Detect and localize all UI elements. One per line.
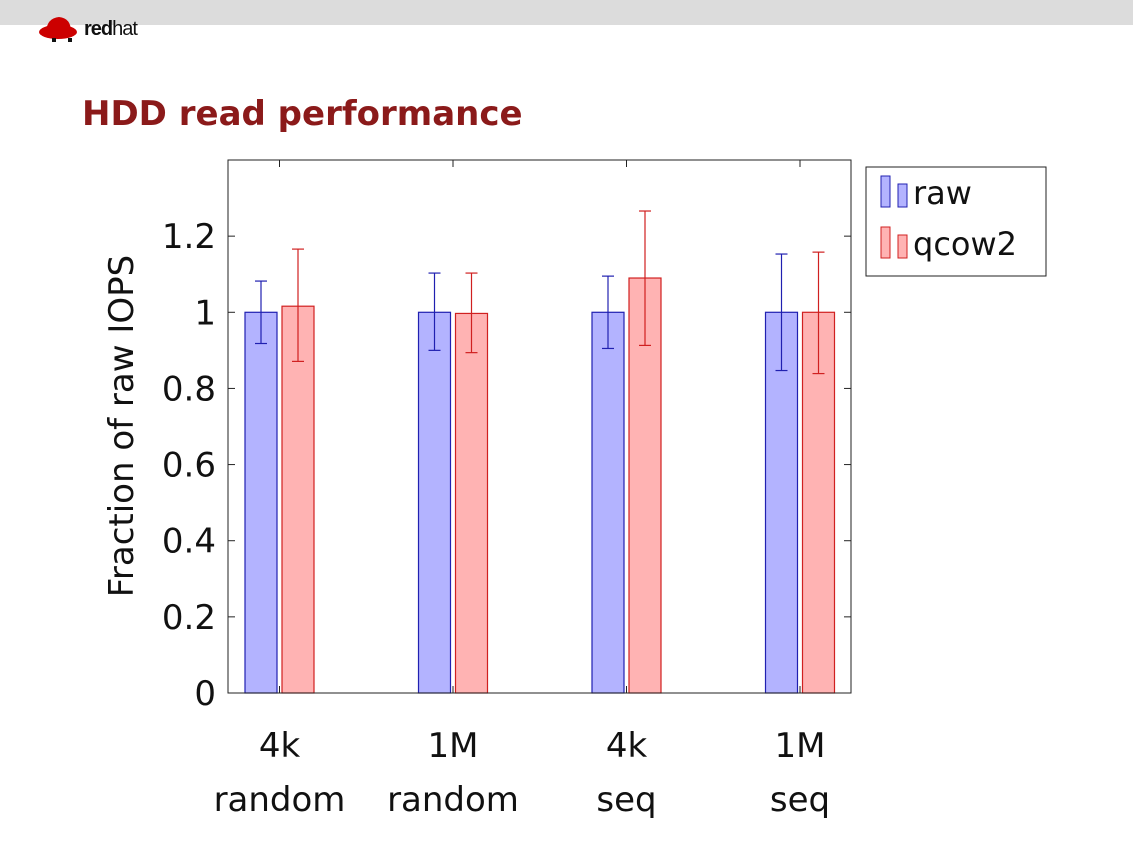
legend-label-raw: raw: [913, 174, 972, 212]
bar-qcow2: [281, 305, 315, 694]
legend-swatch-raw: [880, 175, 891, 208]
y-tick-label: 0.2: [162, 598, 216, 638]
slide-title: HDD read performance: [82, 94, 523, 134]
bar-qcow2: [801, 311, 836, 694]
bar-raw: [417, 311, 452, 694]
bar-raw: [764, 311, 799, 694]
x-tick-label: 1M: [428, 726, 479, 766]
x-tick-label: 4k: [259, 726, 301, 766]
y-tick-label: 0: [194, 674, 216, 714]
x-tick-label: 1M: [775, 726, 826, 766]
x-tick-label: random: [214, 780, 346, 820]
bar-raw: [244, 311, 278, 694]
bar-qcow2: [454, 312, 489, 694]
shadowman-hat-icon: [39, 17, 77, 42]
y-axis-label: Fraction of raw IOPS: [102, 255, 142, 597]
x-tick-label: seq: [596, 780, 656, 820]
x-tick-label: seq: [770, 780, 830, 820]
legend: raw qcow2: [865, 166, 1047, 277]
top-bar: [0, 0, 1133, 25]
y-tick-label: 0.8: [162, 369, 216, 409]
y-tick-label: 0.6: [162, 446, 216, 486]
legend-swatch-qcow2: [897, 234, 908, 259]
legend-swatch-qcow2: [880, 226, 891, 259]
y-tick-label: 1: [194, 293, 216, 333]
plot-frame: [227, 159, 852, 694]
x-tick-label: 4k: [606, 726, 648, 766]
legend-frame: [865, 166, 1047, 277]
redhat-logo: redhat: [38, 14, 138, 44]
y-tick-label: 0.4: [162, 522, 216, 562]
y-tick-label: 1.2: [162, 217, 216, 257]
x-tick-label: random: [387, 780, 519, 820]
logo-text: redhat: [84, 17, 138, 40]
legend-swatch-raw: [897, 183, 908, 208]
bar-raw: [591, 311, 625, 694]
legend-label-qcow2: qcow2: [913, 225, 1017, 263]
